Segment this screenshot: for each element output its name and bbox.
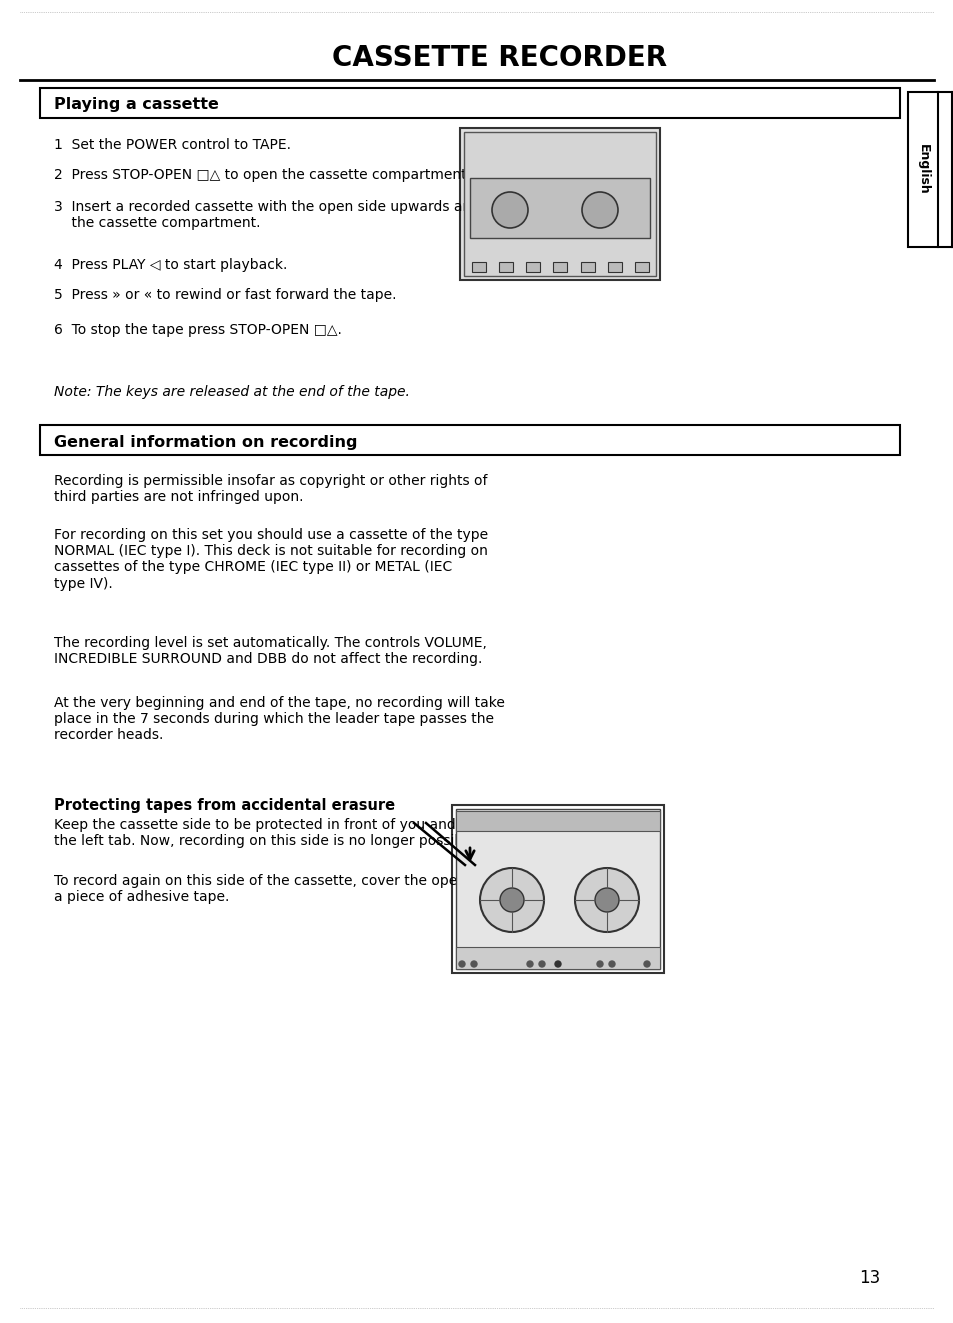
Text: To record again on this side of the cassette, cover the opening with
a piece of : To record again on this side of the cass… bbox=[54, 875, 521, 904]
Bar bbox=[456, 808, 659, 968]
Bar bbox=[40, 425, 899, 455]
Text: Recording is permissible insofar as copyright or other rights of
third parties a: Recording is permissible insofar as copy… bbox=[54, 474, 487, 504]
Text: 1  Set the POWER control to TAPE.: 1 Set the POWER control to TAPE. bbox=[54, 138, 291, 152]
Bar bbox=[580, 262, 594, 273]
Bar bbox=[40, 89, 899, 118]
Bar bbox=[452, 804, 663, 972]
Text: 4  Press PLAY ◁ to start playback.: 4 Press PLAY ◁ to start playback. bbox=[54, 258, 287, 273]
Bar bbox=[498, 262, 513, 273]
Text: 3  Insert a recorded cassette with the open side upwards and close
    the casse: 3 Insert a recorded cassette with the op… bbox=[54, 200, 519, 230]
Circle shape bbox=[538, 960, 544, 967]
Circle shape bbox=[595, 888, 618, 912]
Circle shape bbox=[471, 960, 476, 967]
Bar bbox=[526, 262, 539, 273]
Circle shape bbox=[597, 960, 602, 967]
Circle shape bbox=[555, 960, 560, 967]
Text: Note: The keys are released at the end of the tape.: Note: The keys are released at the end o… bbox=[54, 385, 410, 400]
Circle shape bbox=[499, 888, 523, 912]
Bar bbox=[553, 262, 567, 273]
Bar bbox=[607, 262, 621, 273]
Text: 13: 13 bbox=[859, 1269, 880, 1287]
Bar bbox=[456, 947, 659, 968]
Circle shape bbox=[492, 192, 527, 228]
Text: 5  Press » or « to rewind or fast forward the tape.: 5 Press » or « to rewind or fast forward… bbox=[54, 288, 396, 302]
Circle shape bbox=[608, 960, 615, 967]
Circle shape bbox=[526, 960, 533, 967]
Bar bbox=[635, 262, 648, 273]
Bar bbox=[463, 132, 656, 277]
Bar bbox=[456, 811, 659, 831]
Bar bbox=[459, 128, 659, 280]
Text: Playing a cassette: Playing a cassette bbox=[54, 98, 218, 112]
Text: At the very beginning and end of the tape, no recording will take
place in the 7: At the very beginning and end of the tap… bbox=[54, 696, 504, 742]
Bar bbox=[472, 262, 485, 273]
Circle shape bbox=[458, 960, 464, 967]
Circle shape bbox=[575, 868, 639, 931]
Text: General information on recording: General information on recording bbox=[54, 434, 357, 450]
Text: 6  To stop the tape press STOP-OPEN □△.: 6 To stop the tape press STOP-OPEN □△. bbox=[54, 323, 341, 337]
Circle shape bbox=[643, 960, 649, 967]
Text: For recording on this set you should use a cassette of the type
NORMAL (IEC type: For recording on this set you should use… bbox=[54, 528, 488, 590]
Text: The recording level is set automatically. The controls VOLUME,
INCREDIBLE SURROU: The recording level is set automatically… bbox=[54, 636, 486, 667]
Bar bbox=[907, 93, 937, 247]
Bar bbox=[470, 179, 649, 238]
Circle shape bbox=[581, 192, 618, 228]
Text: CASSETTE RECORDER: CASSETTE RECORDER bbox=[332, 44, 667, 71]
Circle shape bbox=[479, 868, 543, 931]
Text: English: English bbox=[916, 144, 928, 194]
Text: Keep the cassette side to be protected in front of you and snap off
the left tab: Keep the cassette side to be protected i… bbox=[54, 818, 516, 848]
Text: Protecting tapes from accidental erasure: Protecting tapes from accidental erasure bbox=[54, 798, 395, 814]
Text: 2  Press STOP-OPEN □△ to open the cassette compartment.: 2 Press STOP-OPEN □△ to open the cassett… bbox=[54, 168, 471, 183]
